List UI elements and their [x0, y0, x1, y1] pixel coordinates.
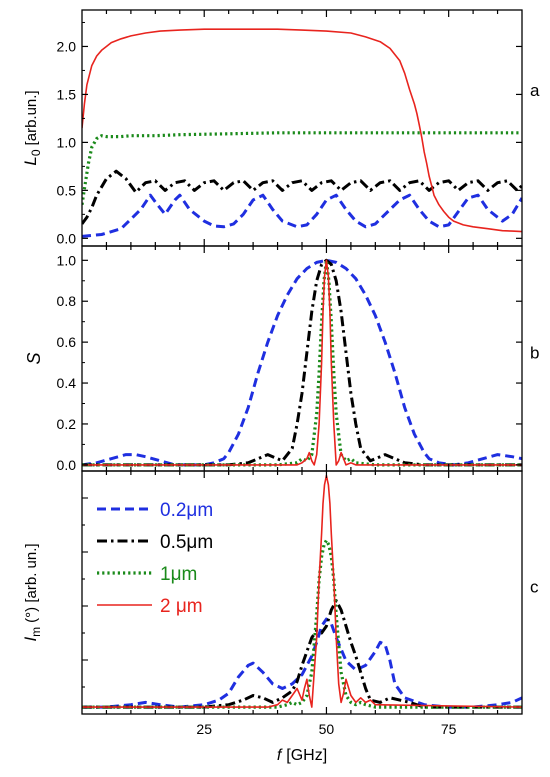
y-tick-label-b: 1.0 — [57, 252, 77, 268]
plot-frame-c — [81, 470, 523, 715]
y-tick-label-a: 1.0 — [57, 134, 77, 150]
y-tick-label-a: 2.0 — [57, 38, 77, 54]
y-axis-label-b: S — [24, 352, 44, 364]
y-axis-label-c: Im (°) [arb. un.] — [21, 543, 43, 641]
y-axis-label-symbol: I — [21, 637, 40, 642]
x-axis-label-unit: [GHz] — [286, 747, 327, 764]
panel-c: 25 50 75 f [GHz] c Im (°) [arb. un.] 0.2μm 0.5μm 1… — [21, 470, 539, 764]
y-tick-label-b: 0.0 — [57, 457, 77, 473]
y-axis-label-unit: (°) [arb. un.] — [23, 543, 40, 622]
panel-b: 0.0 0.2 0.4 0.6 0.8 1.0 b S — [24, 245, 539, 473]
series-line-b-2 — [82, 258, 522, 467]
y-tick-label-a: 0.5 — [57, 182, 77, 198]
series-line-b-1 — [82, 258, 522, 467]
y-tick-label-b: 0.8 — [57, 293, 77, 309]
y-axis-label-a: L0 [arb.un.] — [21, 90, 43, 165]
y-tick-label-b: 0.6 — [57, 334, 77, 350]
legend-label: 0.5μm — [160, 532, 213, 553]
plot-frame-b — [81, 245, 523, 472]
y-axis-label-unit: [arb.un.] — [23, 90, 40, 145]
y-tick-label-a: 1.5 — [57, 86, 77, 102]
legend-label: 1μm — [160, 564, 197, 585]
x-tick-label: 75 — [441, 721, 457, 737]
y-axis-label-symbol: L — [21, 156, 40, 165]
series-line-a-1 — [82, 169, 522, 225]
series-line-b-0 — [82, 258, 522, 467]
series-line-b-3 — [82, 259, 522, 466]
series-line-c-3 — [82, 474, 522, 708]
panel-letter-b: b — [530, 344, 539, 363]
panel-letter-a: a — [530, 81, 540, 100]
series-line-c-0 — [82, 617, 522, 709]
panel-letter-c: c — [530, 578, 539, 597]
x-tick-label: 50 — [319, 721, 335, 737]
series-line-a-3 — [82, 28, 522, 233]
y-tick-label-b: 0.2 — [57, 416, 77, 432]
series-line-c-2 — [82, 538, 522, 709]
y-tick-label-a: 0.0 — [57, 230, 77, 246]
x-tick-label: 25 — [196, 721, 212, 737]
panel-a: 0.0 0.5 1.0 1.5 2.0 a L0 [arb.un.] — [21, 9, 540, 247]
series-line-a-2 — [82, 131, 522, 205]
y-tick-label-b: 0.4 — [57, 375, 77, 391]
legend-label: 2 μm — [160, 596, 203, 617]
y-axis-label-subscript: m — [29, 627, 43, 637]
plot-frame-a — [81, 9, 523, 247]
x-axis-label: f [GHz] — [277, 747, 327, 764]
legend-label: 0.2μm — [160, 500, 213, 521]
x-axis-label-symbol: f — [277, 747, 283, 764]
series-line-c-1 — [82, 599, 522, 709]
series-line-a-0 — [82, 193, 522, 238]
y-axis-label-subscript: 0 — [29, 149, 43, 156]
